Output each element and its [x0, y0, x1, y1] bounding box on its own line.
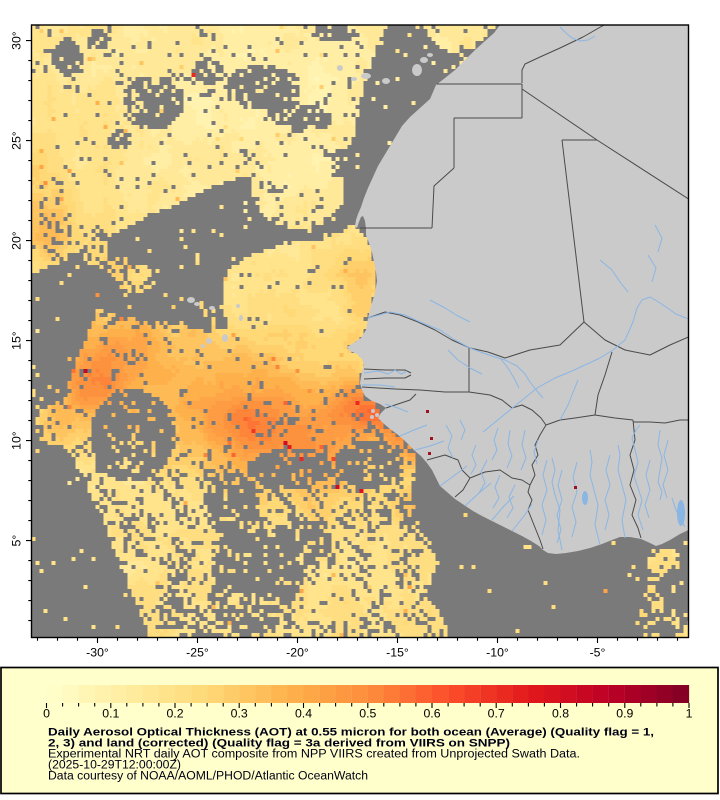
- svg-text:20°: 20°: [10, 231, 24, 250]
- svg-text:2, 3) and land (corrected) (Qu: 2, 3) and land (corrected) (Quality flag…: [48, 738, 510, 750]
- svg-text:0.3: 0.3: [231, 707, 248, 721]
- svg-text:-10°: -10°: [486, 646, 509, 660]
- svg-text:Data courtesy of NOAA/AOML/PHO: Data courtesy of NOAA/AOML/PHOD/Atlantic…: [48, 770, 368, 782]
- svg-text:(2025-10-29T12:00:00Z): (2025-10-29T12:00:00Z): [48, 760, 181, 772]
- svg-text:0.1: 0.1: [102, 707, 119, 721]
- svg-text:-20°: -20°: [286, 646, 309, 660]
- svg-text:0.5: 0.5: [359, 707, 376, 721]
- svg-text:-25°: -25°: [186, 646, 209, 660]
- svg-text:-30°: -30°: [86, 646, 109, 660]
- svg-text:0.9: 0.9: [616, 707, 633, 721]
- svg-text:0.2: 0.2: [166, 707, 183, 721]
- svg-text:Experimental NRT daily AOT com: Experimental NRT daily AOT composite fro…: [48, 749, 580, 761]
- svg-text:0.7: 0.7: [488, 707, 505, 721]
- svg-text:Daily Aerosol Optical Thicknes: Daily Aerosol Optical Thickness (AOT) at…: [48, 727, 654, 739]
- svg-text:0: 0: [43, 707, 50, 721]
- svg-text:25°: 25°: [10, 131, 24, 150]
- svg-text:30°: 30°: [10, 31, 24, 50]
- svg-text:15°: 15°: [10, 331, 24, 350]
- svg-text:1: 1: [686, 707, 693, 721]
- svg-text:0.8: 0.8: [552, 707, 569, 721]
- svg-text:-5°: -5°: [590, 646, 606, 660]
- svg-text:-15°: -15°: [386, 646, 409, 660]
- svg-text:0.4: 0.4: [295, 707, 312, 721]
- svg-text:5°: 5°: [10, 535, 24, 547]
- svg-text:0.6: 0.6: [423, 707, 440, 721]
- svg-text:10°: 10°: [10, 431, 24, 450]
